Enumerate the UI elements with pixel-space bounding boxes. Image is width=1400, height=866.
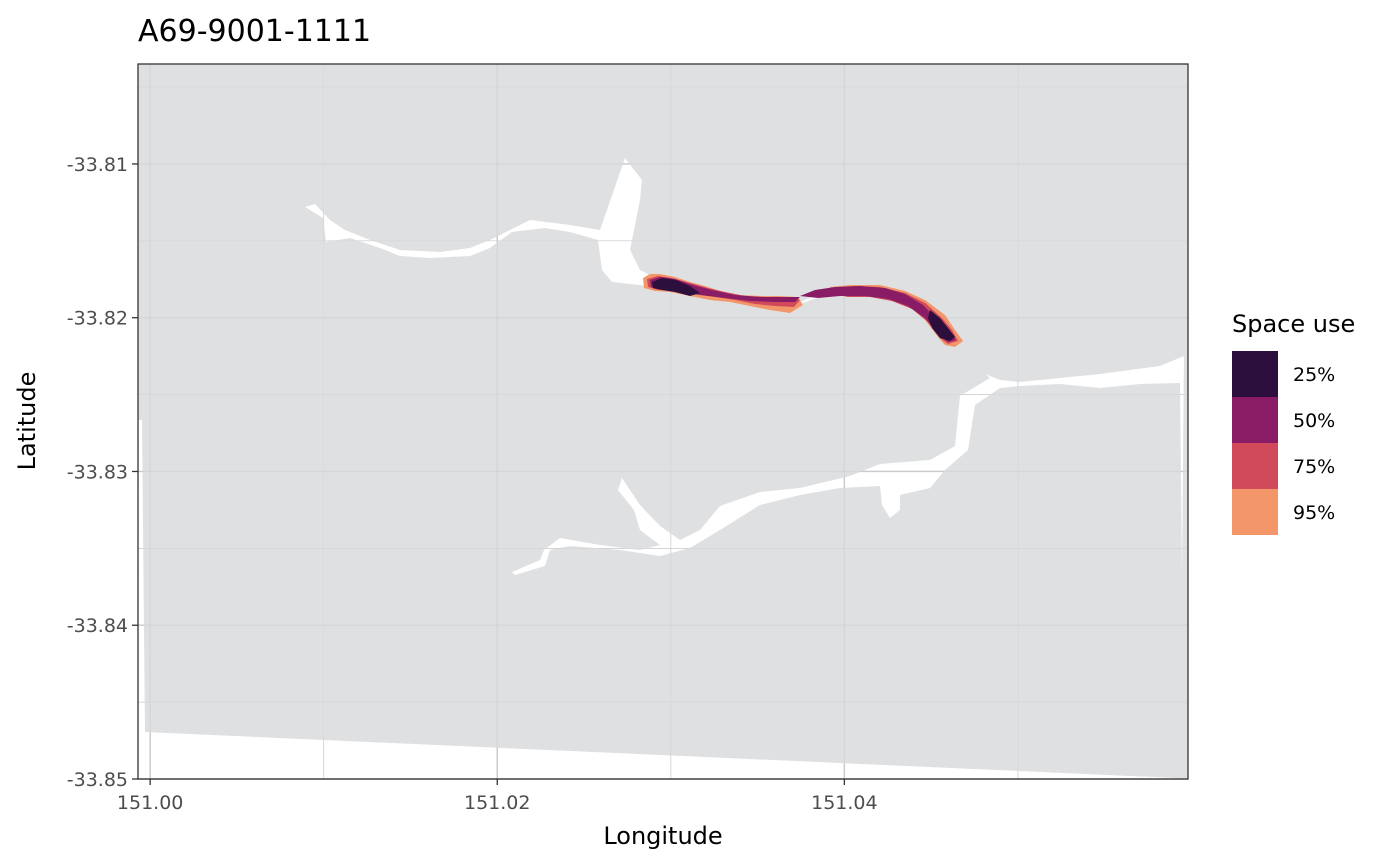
legend-entries: 25% 50% 75% 95% — [1232, 351, 1335, 535]
legend-label: 75% — [1293, 456, 1335, 478]
panel-border — [137, 63, 1189, 780]
y-tick-label: -33.85 — [67, 769, 128, 791]
y-tick-label: -33.81 — [67, 154, 128, 176]
legend-title: Space use — [1232, 310, 1355, 338]
legend-swatch — [1232, 397, 1278, 443]
legend-label: 50% — [1293, 410, 1335, 432]
legend: Space use 25% 50% 75% 95% — [1232, 310, 1355, 535]
space-use-contours — [643, 274, 963, 347]
legend-label: 25% — [1293, 364, 1335, 386]
y-tick-label: -33.83 — [67, 461, 128, 483]
contour-50 — [650, 277, 956, 342]
x-tick-label: 151.04 — [811, 792, 877, 814]
land-polygon — [138, 64, 1188, 778]
y-tick-label: -33.84 — [67, 615, 128, 637]
y-axis: -33.81 -33.82 -33.83 -33.84 -33.85 — [67, 154, 138, 791]
y-tick-label: -33.82 — [67, 308, 128, 330]
y-axis-title: Latitude — [13, 372, 41, 471]
legend-swatch — [1232, 351, 1278, 397]
chart-title: A69-9001-1111 — [138, 14, 371, 49]
legend-swatch — [1232, 489, 1278, 535]
grid-lines-overlay — [138, 64, 1188, 780]
x-tick-label: 151.00 — [117, 792, 183, 814]
x-tick-label: 151.02 — [464, 792, 530, 814]
legend-swatch — [1232, 443, 1278, 489]
x-axis-title: Longitude — [603, 822, 722, 850]
contour-25 — [652, 278, 955, 341]
map-panel — [137, 63, 1189, 780]
x-axis: 151.00 151.02 151.04 — [117, 779, 878, 814]
legend-label: 95% — [1293, 502, 1335, 524]
